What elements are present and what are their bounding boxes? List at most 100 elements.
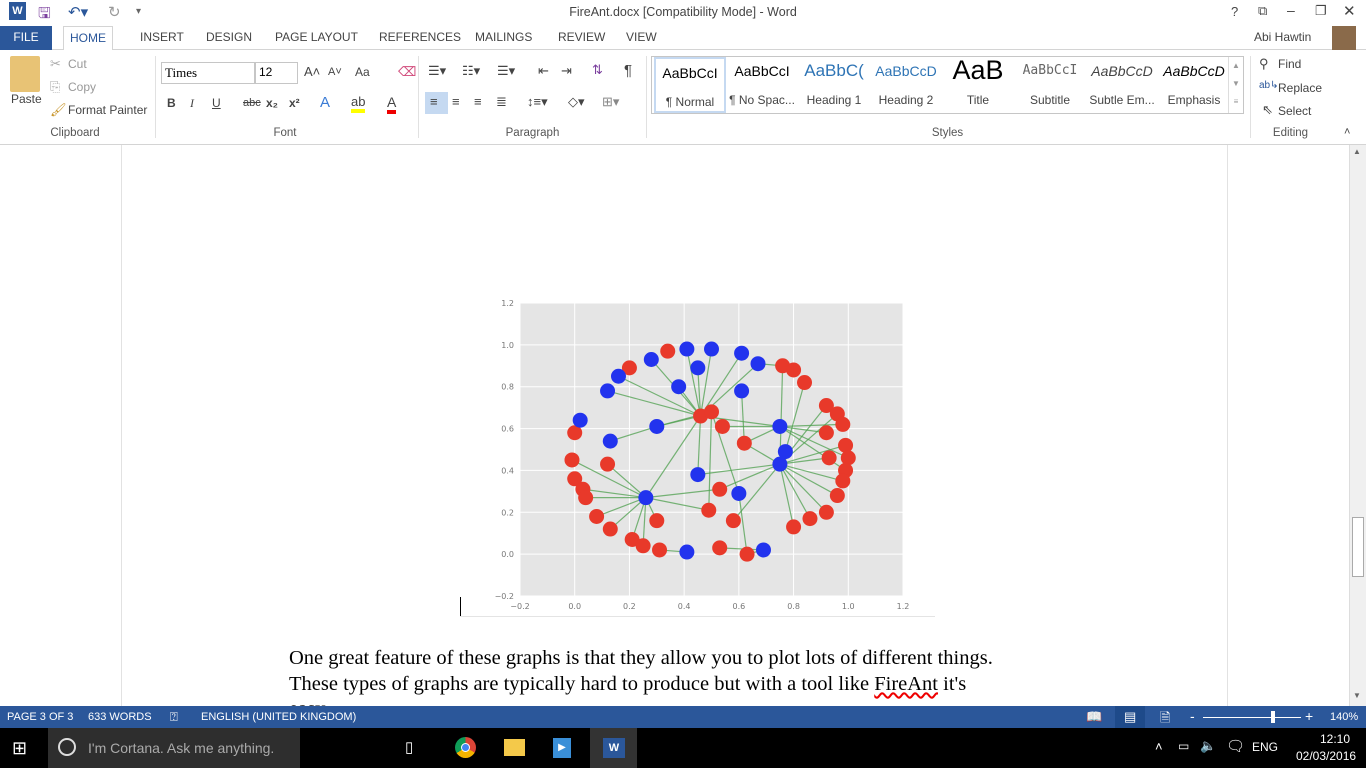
shading-icon[interactable]: ◇▾ <box>568 94 585 109</box>
avatar[interactable] <box>1332 26 1356 50</box>
read-mode-icon[interactable]: 📖 <box>1086 709 1103 724</box>
font-name-select[interactable]: Times <box>161 62 255 84</box>
redo-icon[interactable]: ↻ <box>108 4 121 21</box>
proofing-icon[interactable]: ⍰ <box>170 709 178 724</box>
zoom-slider-thumb[interactable] <box>1270 711 1275 723</box>
collapse-ribbon-icon[interactable]: ˄ <box>1344 126 1351 138</box>
shrink-font-icon[interactable]: A˅ <box>328 66 342 78</box>
tab-references[interactable]: REFERENCES <box>379 30 462 44</box>
tab-home[interactable]: HOME <box>63 26 113 51</box>
zoom-level[interactable]: 140% <box>1330 711 1359 723</box>
show-formatting-icon[interactable]: ¶ <box>624 62 633 79</box>
windows-start-icon[interactable]: ⊞ <box>12 738 28 758</box>
style-no-spacing[interactable]: AaBbCcI ¶ No Spac... <box>726 57 798 113</box>
zoom-out-icon[interactable]: - <box>1190 708 1195 724</box>
justify-icon[interactable]: ≣ <box>496 94 507 109</box>
tab-view[interactable]: VIEW <box>626 30 657 44</box>
network-graph-image[interactable]: −0.2 0.0 0.2 0.4 0.6 0.8 1.0 1.2 1.2 1.0 0.8 0.6 0.4… <box>480 273 930 613</box>
chrome-icon[interactable] <box>455 737 476 758</box>
clock-time[interactable]: 12:10 <box>1320 732 1351 746</box>
word-taskbar-button[interactable]: W <box>590 728 637 768</box>
scroll-down-icon[interactable]: ▼ <box>1353 691 1361 700</box>
align-center-icon[interactable]: ≡ <box>452 94 460 109</box>
zoom-slider[interactable] <box>1203 717 1301 718</box>
battery-icon[interactable]: ▭ <box>1178 739 1190 753</box>
numbering-icon[interactable]: ☷▾ <box>462 63 481 78</box>
subscript-button[interactable]: x₂ <box>266 96 279 110</box>
action-center-icon[interactable]: 🗨 <box>1226 738 1246 755</box>
file-explorer-icon[interactable] <box>504 739 525 756</box>
style-heading-2[interactable]: AaBbCcD Heading 2 <box>870 57 942 113</box>
style-heading-1[interactable]: AaBbC(Heading 1 <box>798 57 870 113</box>
decrease-indent-icon[interactable]: ⇤ <box>538 63 549 78</box>
input-language[interactable]: ENG <box>1252 740 1279 754</box>
cortana-search-box[interactable]: I'm Cortana. Ask me anything. <box>48 728 300 768</box>
paste-button[interactable]: Paste <box>11 92 42 106</box>
style-title[interactable]: AaB Title <box>942 55 1014 113</box>
style-subtle-emphasis[interactable]: AaBbCcD Subtle Em... <box>1086 57 1158 113</box>
increase-indent-icon[interactable]: ⇥ <box>561 63 572 78</box>
paste-icon[interactable] <box>10 56 40 92</box>
styles-scroll-icon[interactable]: ▲ ▼ ≡ <box>1228 57 1243 113</box>
tab-insert[interactable]: INSERT <box>140 30 184 44</box>
style-emphasis[interactable]: AaBbCcD Emphasis <box>1158 57 1230 113</box>
vertical-scrollbar[interactable]: ▲ ▼ <box>1349 145 1366 706</box>
word-count[interactable]: 633 WORDS <box>88 711 152 723</box>
save-icon[interactable]: 🖫 <box>38 5 51 22</box>
format-painter-button[interactable]: Format Painter <box>68 103 148 117</box>
superscript-button[interactable]: x² <box>289 96 300 110</box>
align-left-button[interactable] <box>425 92 448 114</box>
cut-button[interactable]: Cut <box>68 57 87 71</box>
bold-button[interactable]: B <box>167 96 176 110</box>
find-button[interactable]: Find <box>1278 57 1302 71</box>
clear-formatting-icon[interactable]: ⌫ <box>398 64 417 79</box>
line-spacing-icon[interactable]: ↕≡▾ <box>527 94 548 109</box>
tab-file[interactable]: FILE <box>0 26 52 50</box>
maximize-icon[interactable]: ❐ <box>1315 3 1327 18</box>
strikethrough-button[interactable]: abc <box>243 97 261 109</box>
undo-icon[interactable]: ↶▾ <box>68 4 89 21</box>
style-normal[interactable]: AaBbCcI ¶ Normal <box>654 57 726 113</box>
tab-review[interactable]: REVIEW <box>558 30 606 44</box>
tab-mailings[interactable]: MAILINGS <box>475 30 533 44</box>
style-subtitle[interactable]: AaBbCcI Subtitle <box>1014 57 1086 113</box>
document-area[interactable]: −0.2 0.0 0.2 0.4 0.6 0.8 1.0 1.2 1.2 1.0 0.8 0.6 0.4… <box>0 145 1349 706</box>
close-icon[interactable]: ✕ <box>1343 3 1356 20</box>
zoom-in-icon[interactable]: + <box>1305 708 1314 724</box>
minimize-icon[interactable]: – <box>1287 2 1295 18</box>
misspelled-word[interactable]: FireAnt <box>874 673 939 695</box>
align-right-icon[interactable]: ≡ <box>474 94 482 109</box>
bullets-icon[interactable]: ☰▾ <box>428 63 447 78</box>
print-layout-button[interactable] <box>1115 706 1145 728</box>
task-view-icon[interactable]: ▯ <box>405 739 414 756</box>
scrollbar-thumb[interactable] <box>1352 517 1364 577</box>
web-layout-icon[interactable]: 🗎 <box>1160 710 1171 725</box>
font-size-select[interactable]: 12 <box>255 62 298 84</box>
media-player-icon[interactable]: ▶ <box>553 738 571 758</box>
tab-design[interactable]: DESIGN <box>206 30 253 44</box>
tab-page-layout[interactable]: PAGE LAYOUT <box>275 30 358 44</box>
italic-button[interactable]: I <box>190 96 194 110</box>
select-button[interactable]: Select <box>1278 104 1312 118</box>
multilevel-list-icon[interactable]: ☰▾ <box>497 63 516 78</box>
help-icon[interactable]: ? <box>1231 4 1239 19</box>
ribbon-display-icon[interactable]: ⧉ <box>1258 3 1268 18</box>
page-count[interactable]: PAGE 3 OF 3 <box>7 711 74 723</box>
customize-qat-icon[interactable]: ▾ <box>136 6 142 17</box>
font-color-icon[interactable]: A <box>387 94 397 114</box>
copy-button[interactable]: Copy <box>68 80 97 94</box>
highlight-icon[interactable]: ab <box>351 94 366 113</box>
user-name[interactable]: Abi Hawtin <box>1254 30 1312 44</box>
text-effects-icon[interactable]: A <box>320 94 331 111</box>
underline-button[interactable]: U <box>212 96 221 110</box>
language[interactable]: ENGLISH (UNITED KINGDOM) <box>201 711 357 723</box>
grow-font-icon[interactable]: A˄ <box>304 64 321 79</box>
clock-date[interactable]: 02/03/2016 <box>1296 749 1357 763</box>
sort-icon[interactable]: ⇅ <box>592 62 603 77</box>
change-case-button[interactable]: Aa <box>355 65 370 79</box>
show-hidden-icons[interactable]: ˄ <box>1155 739 1163 754</box>
volume-icon[interactable]: 🔈 <box>1200 738 1217 753</box>
scroll-up-icon[interactable]: ▲ <box>1353 147 1361 156</box>
borders-icon[interactable]: ⊞▾ <box>602 94 620 109</box>
replace-button[interactable]: Replace <box>1278 81 1323 95</box>
